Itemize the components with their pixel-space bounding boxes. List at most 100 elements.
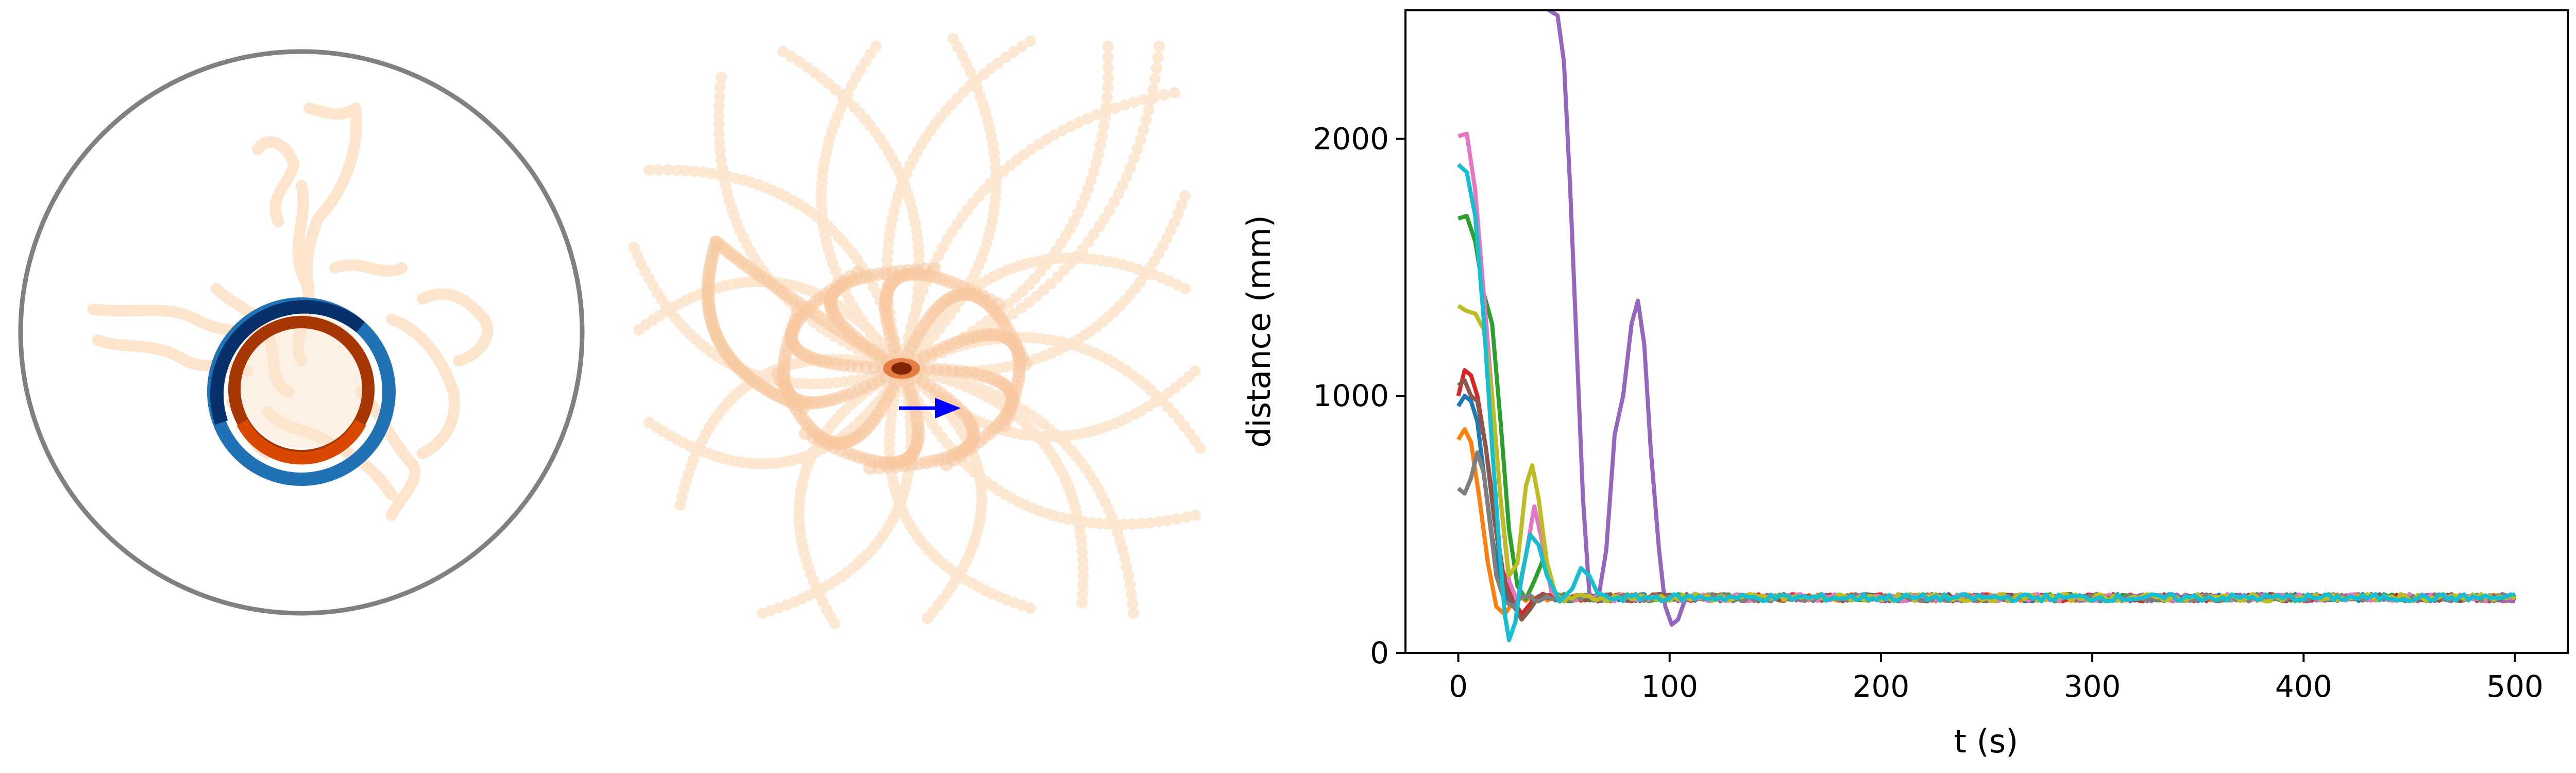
trajectory-dot [1168,216,1180,228]
trajectory-dot [829,618,840,629]
trajectory-dot [1104,205,1115,216]
trajectory-dot [1093,518,1105,529]
trajectory-dot [1077,554,1089,566]
trajectory-dot [1172,208,1184,220]
trajectory-dot [628,242,639,253]
trajectory-dot [1116,544,1128,556]
trajectory-dot [643,164,655,176]
x-tick-label: 500 [2486,669,2544,704]
trajectory-dot [1134,133,1146,145]
plot-frame [1404,9,2569,654]
trajectory-dot [1128,608,1139,619]
x-tick-label: 300 [2064,669,2121,704]
trail-path-3 [252,136,299,227]
trajectory-dot [715,154,727,166]
trajectory-dot [1082,112,1094,124]
target-ring-dark-arc [210,300,365,425]
trajectory-dot [1169,87,1180,98]
trail-path-8 [386,314,460,459]
trajectory-dot [1180,511,1192,523]
x-tick-label: 0 [1449,669,1468,704]
trajectory-dot [1158,89,1170,100]
x-tick-label: 100 [1641,669,1698,704]
trajectory-dot [793,56,805,68]
trajectory-dot [713,119,725,130]
trajectory-dot [1077,562,1089,574]
trajectory-dot [714,145,726,157]
trajectory-dot [1076,597,1088,609]
trajectory-dot [1190,365,1201,377]
trajectory-dot [1077,588,1089,600]
trajectory-dot [1154,41,1165,52]
trajectory-dot [883,237,894,249]
trajectory-dot [1125,588,1137,600]
trajectory-dot [1100,102,1112,113]
trajectory-dot [1118,99,1130,111]
trajectory-dot [1131,143,1143,155]
series-line-8 [1457,450,2516,609]
trajectory-dot [1025,602,1036,614]
trajectory-dot [1149,73,1161,85]
trajectory-dot [1135,517,1147,529]
y-axis-label: distance (mm) [1240,215,1278,448]
trajectory-dot [1117,179,1128,191]
trajectory-dot [1077,570,1089,582]
trajectory-dot [1102,41,1113,52]
trajectory-dot [1140,114,1152,126]
y-tick-label: 2000 [1313,121,1389,156]
trajectory-dot [714,137,725,148]
trajectory-dot [757,608,768,619]
arena-panel [18,49,585,616]
trajectory-dot [1150,62,1162,74]
trajectory-dot [786,51,797,62]
trajectory-dot [922,613,933,624]
series-line-9 [1457,304,2517,604]
trajectory-dot [1125,161,1137,173]
dotted-trajectories [628,33,1206,629]
trajectory-dot [1090,157,1102,169]
trajectory-dot [777,46,789,57]
trajectory-dot [1095,139,1106,151]
trajectory-dot [882,245,894,257]
trail-path-9 [329,259,408,277]
trajectory-dot [1123,570,1134,582]
trajectory-dot [1118,518,1130,530]
heading-arrow [899,398,961,418]
trajectory-dot [662,164,674,176]
trajectory-dot [1101,82,1113,93]
trajectory-dot [1143,104,1155,116]
x-axis-ticks: 0 100 200 300 400 500 [1449,653,2544,704]
trajectory-dot [1138,124,1149,136]
trajectory-dot [633,324,645,335]
trajectory-dot [907,317,919,329]
series-line-5 [1547,10,2515,627]
y-tick-label: 1000 [1313,378,1389,413]
trajectory-dot [653,164,665,176]
trajectory-dot [1085,174,1097,186]
chart-series-group [1456,10,2517,643]
trajectory-dot [947,33,959,44]
trajectory-dot [882,254,893,265]
trajectory-dot [956,49,968,61]
trajectory-dot [1190,510,1201,521]
trajectory-dot [713,128,725,140]
trail-path-12 [355,386,421,521]
trajectory-dot [1121,171,1132,182]
trajectory-dot [1101,518,1113,530]
trajectory-dot [1101,92,1113,104]
cluster-core [891,362,912,375]
series-line-7 [1458,131,2516,604]
trajectory-dot [1147,83,1159,95]
trajectory-dot [1179,283,1191,294]
trajectory-dot [1127,518,1139,530]
trajectory-dot [1119,552,1131,564]
trajectory-dot [913,249,925,261]
trajectory-dot [1144,517,1156,529]
trajectory-dot [1171,513,1182,525]
trajectory-dot [1102,61,1114,73]
trajectory-dot [1076,546,1088,558]
trajectory-panel [628,33,1206,629]
series-line-10 [1456,163,2515,643]
trajectory-dot [716,72,727,83]
